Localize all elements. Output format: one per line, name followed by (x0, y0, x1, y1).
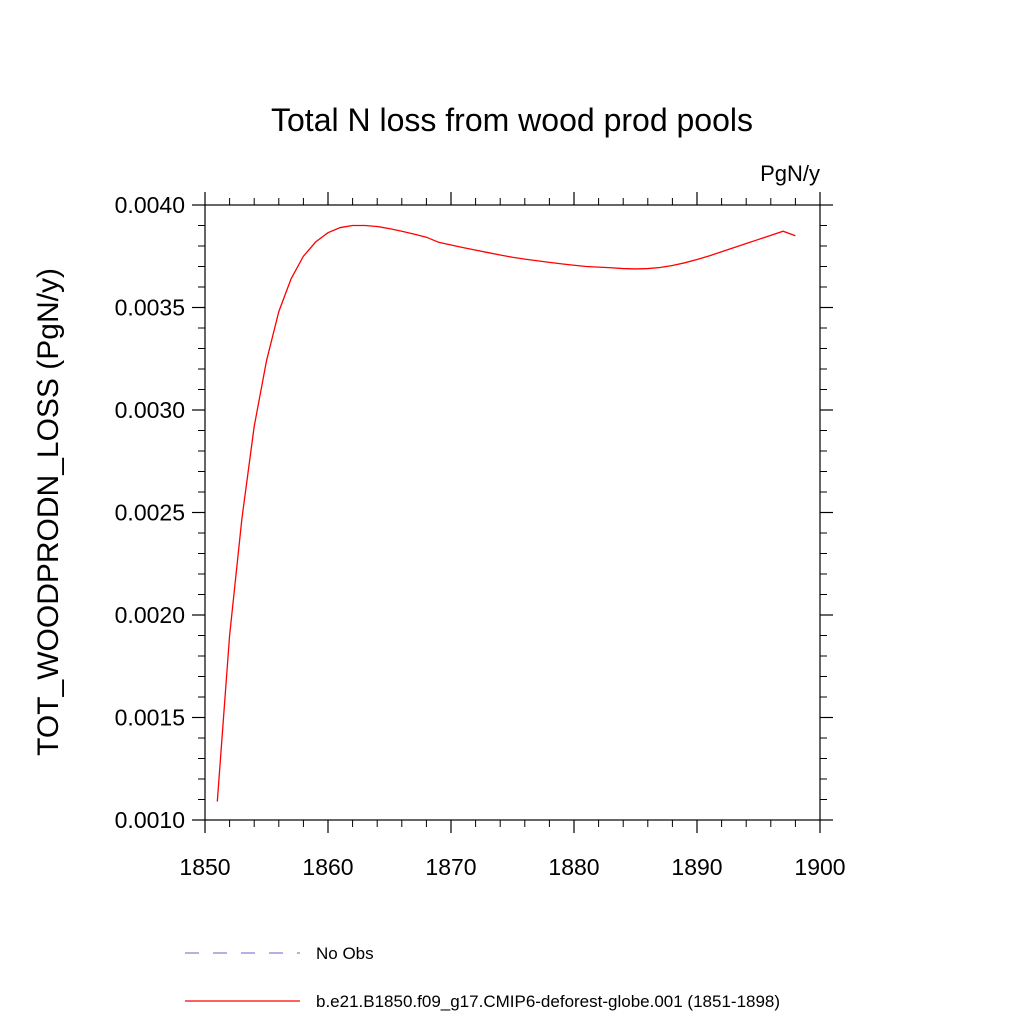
x-tick-label: 1860 (302, 854, 353, 880)
series-line (216, 224, 796, 802)
legend-label: No Obs (316, 944, 374, 963)
x-tick-label: 1870 (425, 854, 476, 880)
axis-ticks (192, 192, 833, 833)
series-layer (216, 224, 796, 802)
y-tick-label: 0.0035 (115, 295, 185, 321)
y-tick-labels: 0.0010 0.0015 0.0020 0.0025 0.0030 0.0035 0.00… (115, 192, 185, 833)
x-tick-label: 1900 (794, 854, 845, 880)
x-tick-labels: 1850 1860 1870 1880 1890 1900 (179, 854, 845, 880)
y-tick-label: 0.0025 (115, 500, 185, 526)
x-tick-label: 1850 (179, 854, 230, 880)
x-tick-label: 1880 (548, 854, 599, 880)
y-tick-label: 0.0020 (115, 602, 185, 628)
units-label: PgN/y (760, 161, 820, 186)
legend: No Obs b.e21.B1850.f09_g17.CMIP6-deforest… (185, 944, 780, 1011)
y-tick-label: 0.0030 (115, 397, 185, 423)
y-tick-label: 0.0040 (115, 192, 185, 218)
x-tick-label: 1890 (671, 854, 722, 880)
plot-frame (204, 204, 821, 821)
y-tick-label: 0.0015 (115, 705, 185, 731)
y-axis-label: TOT_WOODPRODN_LOSS (PgN/y) (32, 268, 65, 756)
chart-title: Total N loss from wood prod pools (271, 102, 753, 138)
legend-label: b.e21.B1850.f09_g17.CMIP6-deforest-globe… (316, 992, 780, 1011)
y-tick-label: 0.0010 (115, 807, 185, 833)
